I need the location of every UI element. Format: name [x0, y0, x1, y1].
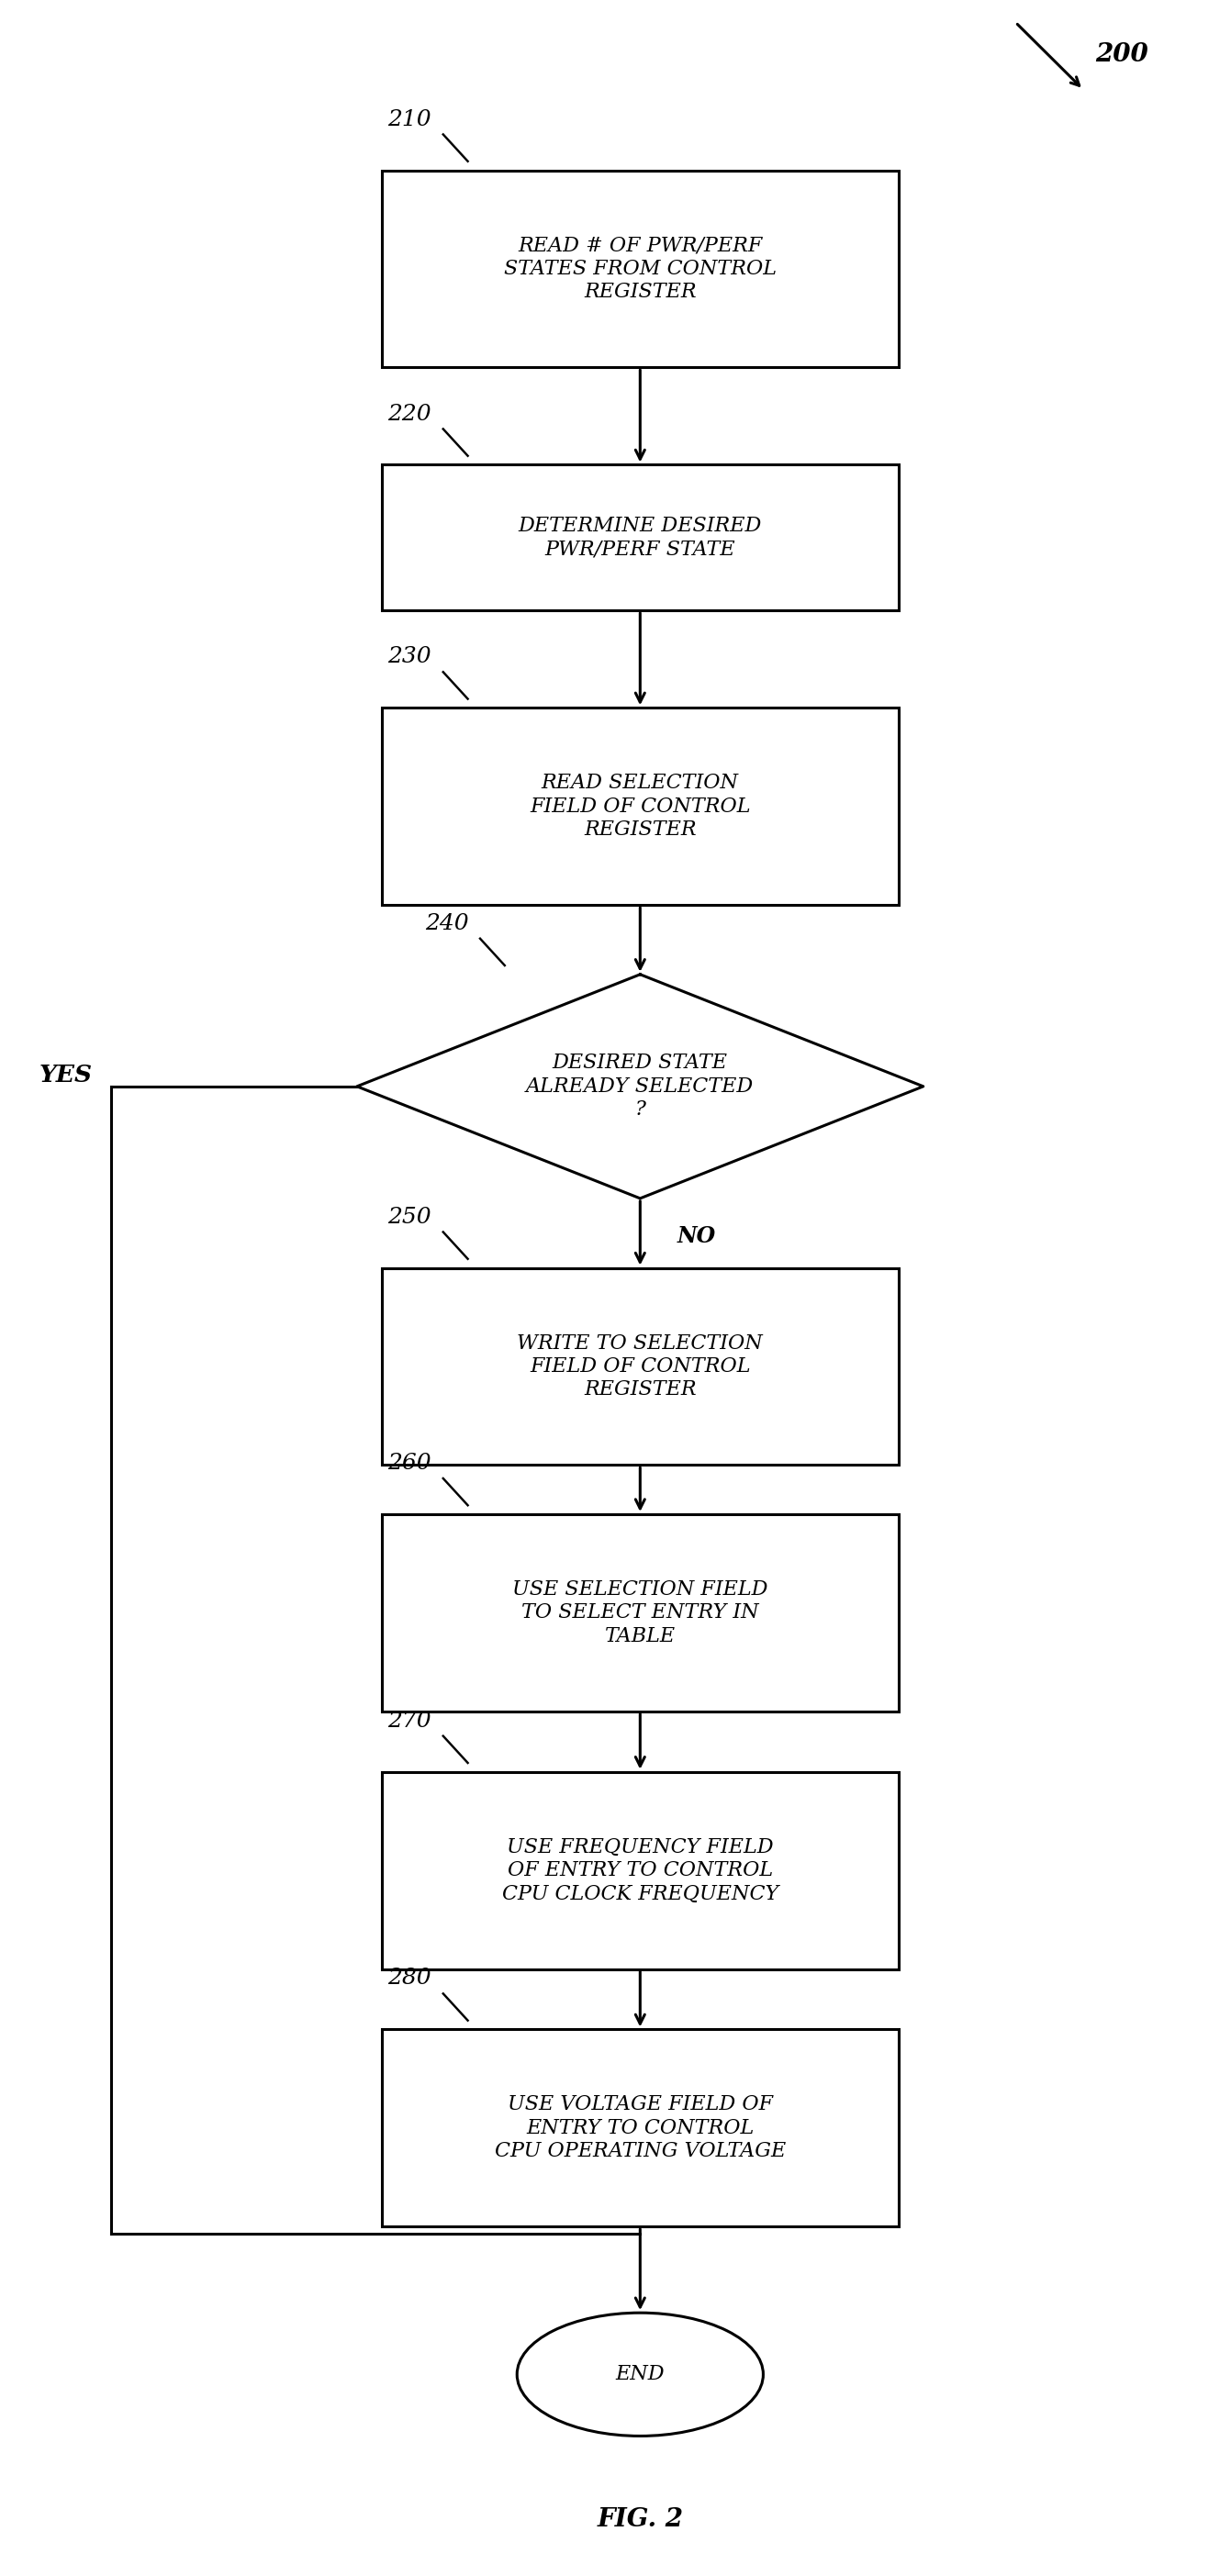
FancyBboxPatch shape	[382, 2030, 899, 2226]
Text: USE SELECTION FIELD
TO SELECT ENTRY IN
TABLE: USE SELECTION FIELD TO SELECT ENTRY IN T…	[512, 1579, 768, 1646]
FancyBboxPatch shape	[382, 1515, 899, 1710]
FancyBboxPatch shape	[382, 464, 899, 611]
FancyBboxPatch shape	[382, 708, 899, 904]
Text: 230: 230	[388, 647, 432, 667]
FancyBboxPatch shape	[382, 1772, 899, 1968]
Text: USE VOLTAGE FIELD OF
ENTRY TO CONTROL
CPU OPERATING VOLTAGE: USE VOLTAGE FIELD OF ENTRY TO CONTROL CP…	[495, 2094, 785, 2161]
Polygon shape	[357, 974, 923, 1198]
Text: WRITE TO SELECTION
FIELD OF CONTROL
REGISTER: WRITE TO SELECTION FIELD OF CONTROL REGI…	[517, 1332, 763, 1399]
Text: 240: 240	[425, 912, 469, 935]
Text: 250: 250	[388, 1206, 432, 1229]
Text: USE FREQUENCY FIELD
OF ENTRY TO CONTROL
CPU CLOCK FREQUENCY: USE FREQUENCY FIELD OF ENTRY TO CONTROL …	[502, 1837, 778, 1904]
Ellipse shape	[517, 2313, 763, 2437]
Text: 280: 280	[388, 1968, 432, 1989]
FancyBboxPatch shape	[382, 1267, 899, 1466]
Text: READ # OF PWR/PERF
STATES FROM CONTROL
REGISTER: READ # OF PWR/PERF STATES FROM CONTROL R…	[503, 234, 777, 301]
Text: FIG. 2: FIG. 2	[597, 2506, 683, 2532]
Text: 210: 210	[388, 108, 432, 129]
Text: READ SELECTION
FIELD OF CONTROL
REGISTER: READ SELECTION FIELD OF CONTROL REGISTER	[529, 773, 751, 840]
Text: 220: 220	[388, 404, 432, 425]
Text: NO: NO	[677, 1226, 716, 1247]
Text: END: END	[616, 2365, 665, 2385]
Text: YES: YES	[39, 1064, 92, 1087]
Text: 270: 270	[388, 1710, 432, 1731]
Text: DESIRED STATE
ALREADY SELECTED
?: DESIRED STATE ALREADY SELECTED ?	[526, 1054, 755, 1121]
Text: DETERMINE DESIRED
PWR/PERF STATE: DETERMINE DESIRED PWR/PERF STATE	[518, 515, 762, 559]
FancyBboxPatch shape	[382, 170, 899, 368]
Text: 260: 260	[388, 1453, 432, 1473]
Text: 200: 200	[1096, 41, 1149, 67]
